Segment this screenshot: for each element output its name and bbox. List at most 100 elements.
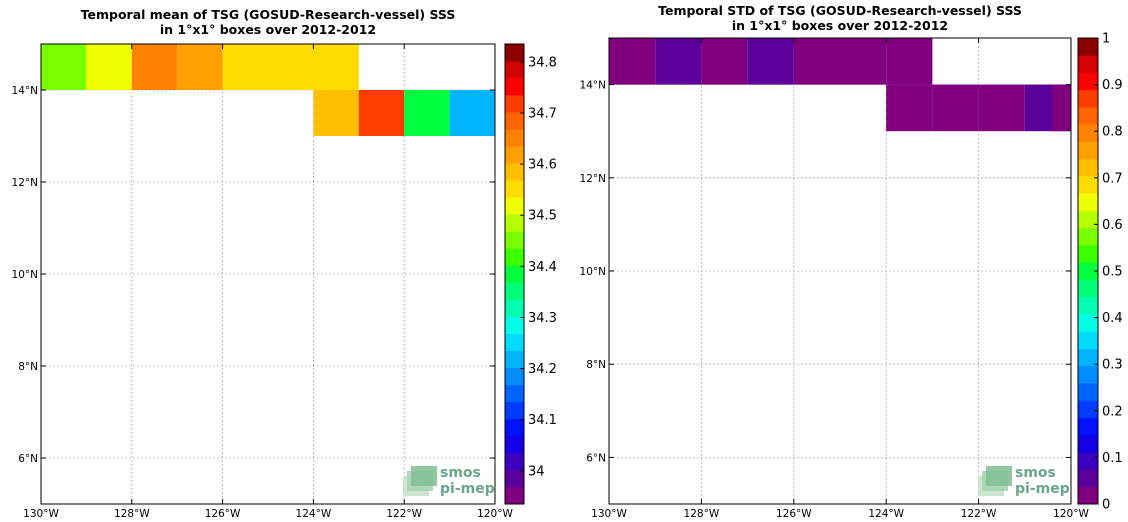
heatmap-cell bbox=[609, 38, 656, 85]
colorbar-tick-label: 0.5 bbox=[1102, 265, 1123, 280]
colorbar-step bbox=[505, 452, 524, 471]
heatmap-cell bbox=[978, 84, 1025, 132]
colorbar-tick-label: 0 bbox=[1102, 498, 1110, 513]
heatmap-cell bbox=[840, 38, 887, 85]
x-tick-label: 124°W bbox=[868, 508, 904, 520]
colorbar-step bbox=[1078, 193, 1098, 211]
logo-line2: pi-mep bbox=[440, 481, 495, 497]
heatmap-cell bbox=[41, 44, 87, 90]
colorbar-step bbox=[505, 350, 524, 369]
y-tick-label: 6°N bbox=[18, 453, 38, 465]
smos-logo-icon bbox=[403, 466, 437, 496]
heatmap-cell bbox=[177, 44, 223, 90]
colorbar-tick-label: 34.8 bbox=[528, 55, 557, 70]
heatmap-cell bbox=[358, 90, 405, 136]
colorbar-step bbox=[505, 197, 524, 215]
heatmap-cell bbox=[404, 90, 450, 136]
x-tick-label: 124°W bbox=[296, 508, 332, 520]
colorbar-step bbox=[1078, 107, 1098, 125]
heatmap-cell bbox=[747, 38, 794, 85]
x-tick-label: 122°W bbox=[961, 508, 997, 520]
colorbar-step bbox=[505, 333, 524, 351]
y-tick-label: 10°N bbox=[12, 269, 38, 281]
colorbar-step bbox=[1078, 417, 1098, 436]
colorbar-step bbox=[505, 316, 524, 334]
colorbar-tick-label: 34.7 bbox=[528, 107, 557, 122]
heatmap-cell bbox=[1052, 84, 1071, 132]
colorbar-step bbox=[1078, 383, 1098, 401]
colorbar-step bbox=[1078, 38, 1098, 56]
colorbar-step bbox=[1078, 469, 1098, 488]
x-tick-label: 126°W bbox=[776, 508, 812, 520]
colorbar-tick-label: 34.3 bbox=[528, 311, 557, 326]
colorbar-step bbox=[505, 180, 524, 198]
std-y-ticks: 6°N 8°N 10°N 12°N 14°N bbox=[580, 80, 1071, 464]
x-tick-label: 130°W bbox=[23, 508, 59, 520]
heatmap-cell bbox=[268, 44, 314, 90]
colorbar-step bbox=[505, 146, 524, 164]
colorbar-step bbox=[1078, 245, 1098, 263]
colorbar-step bbox=[1078, 365, 1098, 384]
colorbar-step bbox=[1078, 227, 1098, 246]
colorbar-step bbox=[1078, 279, 1098, 298]
colorbar-step bbox=[505, 384, 524, 403]
mean-y-ticks: 6°N 8°N 10°N 12°N 14°N bbox=[12, 85, 495, 465]
colorbar-step bbox=[1078, 141, 1098, 160]
colorbar-step bbox=[505, 231, 524, 249]
colorbar-step bbox=[505, 282, 524, 300]
colorbar-step bbox=[1078, 72, 1098, 91]
colorbar-step bbox=[505, 469, 524, 488]
colorbar-step bbox=[505, 129, 524, 147]
x-tick-label: 128°W bbox=[114, 508, 150, 520]
colorbar-step bbox=[1078, 89, 1098, 108]
colorbar-step bbox=[1078, 400, 1098, 419]
colorbar-step bbox=[505, 435, 524, 454]
colorbar-tick-label: 0.3 bbox=[1102, 358, 1123, 373]
std-colorbar: 0 0.1 0.2 0.3 0.4 0.5 0.6 0.7 0.8 0.9 1 bbox=[1077, 32, 1123, 513]
colorbar-step bbox=[505, 44, 524, 62]
colorbar-step bbox=[1078, 314, 1098, 332]
colorbar-step bbox=[505, 418, 524, 437]
heatmap-cell bbox=[886, 84, 933, 132]
colorbar-tick-label: 0.1 bbox=[1102, 451, 1123, 466]
heatmap-cell bbox=[886, 38, 933, 85]
heatmap-cell bbox=[449, 90, 495, 136]
mean-subtitle: in 1°x1° boxes over 2012-2012 bbox=[160, 22, 376, 37]
std-title: Temporal STD of TSG (GOSUD-Research-vess… bbox=[658, 3, 1022, 18]
colorbar-step bbox=[1078, 434, 1098, 453]
y-tick-label: 10°N bbox=[580, 266, 606, 278]
mean-cells bbox=[41, 44, 495, 136]
colorbar-step bbox=[505, 248, 524, 266]
colorbar-tick-label: 0.7 bbox=[1102, 171, 1123, 186]
colorbar-step bbox=[1078, 452, 1098, 470]
colorbar-step bbox=[505, 214, 524, 232]
colorbar-tick-label: 34.1 bbox=[528, 413, 557, 428]
heatmap-cell bbox=[932, 84, 979, 132]
colorbar-tick-label: 0.6 bbox=[1102, 218, 1123, 233]
colorbar-step bbox=[505, 95, 524, 113]
colorbar-tick-label: 0.8 bbox=[1102, 125, 1123, 140]
heatmap-cell bbox=[793, 38, 840, 85]
heatmap-cell bbox=[131, 44, 178, 90]
heatmap-cell bbox=[701, 38, 748, 85]
colorbar-step bbox=[505, 299, 524, 317]
logo-line1: smos bbox=[440, 465, 481, 481]
heatmap-cell bbox=[86, 44, 132, 90]
colorbar-tick-label: 34.4 bbox=[528, 260, 557, 275]
y-tick-label: 12°N bbox=[580, 173, 606, 185]
heatmap-cell bbox=[655, 38, 702, 85]
colorbar-tick-label: 1 bbox=[1102, 32, 1110, 47]
logo-line1: smos bbox=[1015, 465, 1056, 481]
std-x-ticks: 130°W 128°W 126°W 124°W 122°W 120°W bbox=[591, 38, 1089, 520]
y-tick-label: 8°N bbox=[586, 359, 606, 371]
colorbar-tick-label: 0.2 bbox=[1102, 404, 1123, 419]
colorbar-tick-label: 34.6 bbox=[528, 158, 557, 173]
mean-panel: Temporal mean of TSG (GOSUD-Research-ves… bbox=[12, 7, 557, 520]
colorbar-step bbox=[505, 265, 524, 283]
colorbar-step bbox=[1078, 158, 1098, 177]
mean-logo: smos pi-mep bbox=[403, 465, 495, 497]
colorbar-step bbox=[1078, 124, 1098, 142]
logo-line2: pi-mep bbox=[1015, 481, 1070, 497]
colorbar-step bbox=[505, 112, 524, 130]
colorbar-tick-label: 34.5 bbox=[528, 209, 557, 224]
